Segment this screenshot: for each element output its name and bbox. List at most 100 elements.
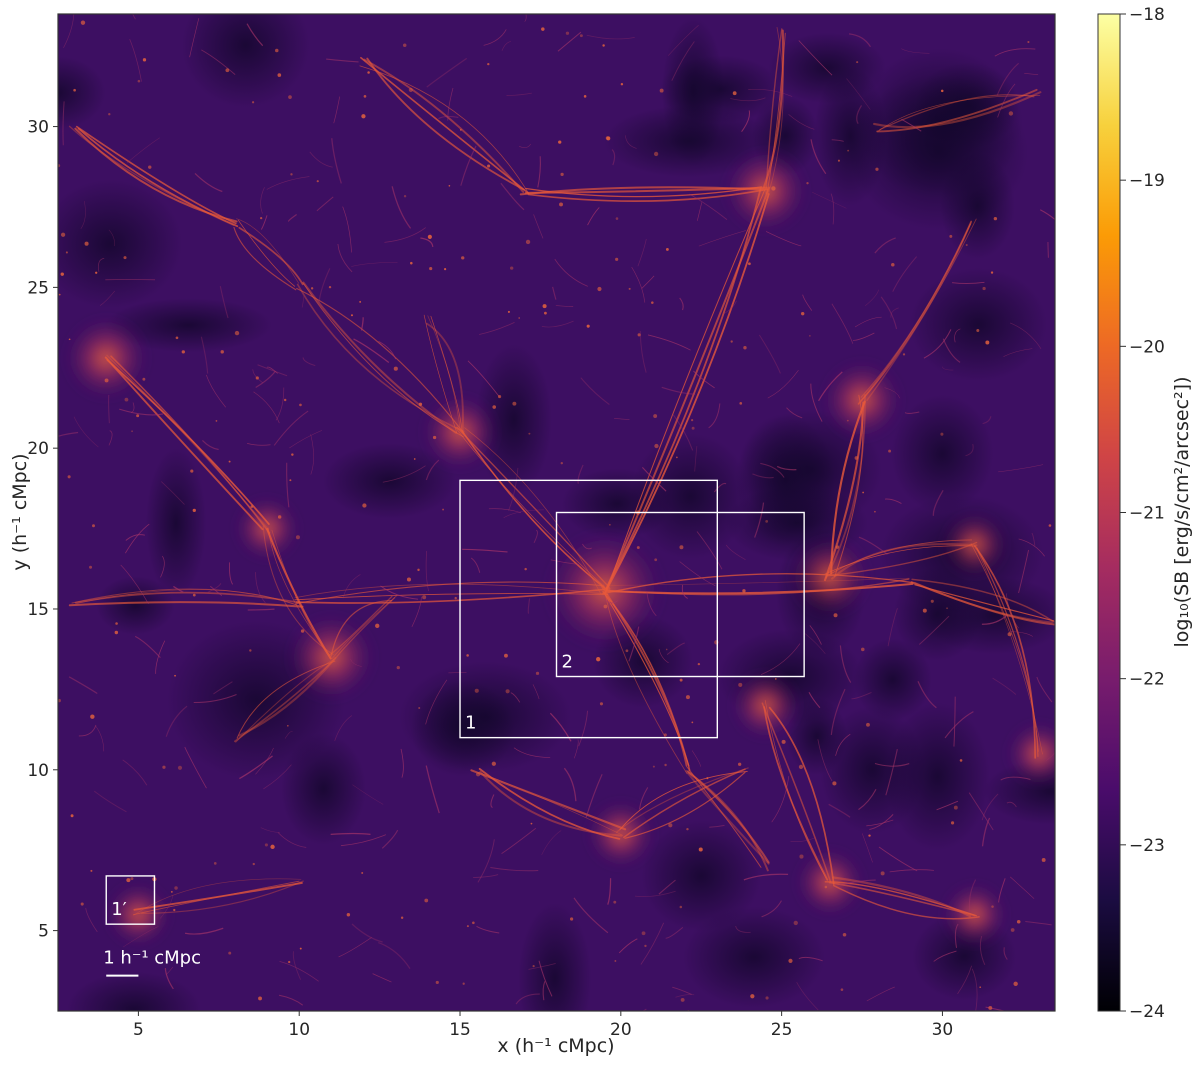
web-strand xyxy=(286,462,290,508)
web-strand xyxy=(342,574,361,599)
web-strand xyxy=(563,767,577,802)
filament xyxy=(302,281,457,434)
colorbar-tick-label: −24 xyxy=(1129,1002,1165,1022)
web-strand xyxy=(246,23,264,47)
halo-dot xyxy=(68,338,71,341)
halo-dot xyxy=(466,654,469,657)
filament xyxy=(133,882,303,911)
halo-dot xyxy=(798,764,804,770)
web-strand xyxy=(830,193,835,225)
web-strand xyxy=(352,784,384,805)
x-axis: 5 10 15 20 25 30 xyxy=(133,1011,953,1040)
filament xyxy=(761,702,832,883)
region-box-2 xyxy=(555,511,805,678)
halo-dot xyxy=(363,94,367,98)
colorbar-ticks: −24 −23 −22 −21 −20 −19 −18 xyxy=(1120,5,1165,1022)
halo-dot xyxy=(653,151,659,157)
halo-dot xyxy=(535,671,540,675)
web-strand xyxy=(679,561,716,587)
web-strand xyxy=(257,364,288,377)
halo-dot xyxy=(442,508,445,511)
fine-web xyxy=(58,14,1055,1011)
void-region xyxy=(891,394,994,514)
web-strand xyxy=(533,529,539,544)
halo-dot xyxy=(367,71,370,74)
web-strand xyxy=(641,466,667,492)
web-strand xyxy=(125,523,150,554)
halo-dot xyxy=(697,662,701,666)
web-strand xyxy=(247,608,275,611)
web-strand xyxy=(604,599,619,604)
web-strand xyxy=(470,557,481,573)
web-strand xyxy=(555,305,574,307)
web-strand xyxy=(691,750,701,767)
halo-dot xyxy=(988,1005,993,1010)
filament xyxy=(877,95,1041,132)
halo-dot xyxy=(427,234,432,239)
filament xyxy=(603,193,770,595)
halo-dot xyxy=(115,622,118,625)
web-strand xyxy=(689,193,728,220)
web-strand xyxy=(625,135,637,149)
web-strand xyxy=(810,139,827,175)
halo-glow xyxy=(942,512,1007,577)
halo-dot xyxy=(277,515,282,519)
filament xyxy=(830,400,866,575)
x-axis-label: x (h⁻¹ cMpc) xyxy=(497,1035,614,1057)
halo-dot xyxy=(174,886,178,890)
halo-dot xyxy=(454,596,457,600)
web-strand xyxy=(892,256,918,292)
web-strand xyxy=(696,531,723,570)
web-strand xyxy=(828,803,851,818)
web-strand xyxy=(790,837,816,843)
web-strand xyxy=(878,846,918,872)
halo-dot xyxy=(487,164,491,168)
halo-dot xyxy=(953,805,958,810)
web-strand xyxy=(202,440,219,451)
filament xyxy=(430,315,463,434)
region-box-3 xyxy=(105,875,156,925)
web-strand xyxy=(735,925,751,933)
filaments xyxy=(68,26,1055,920)
web-strand xyxy=(292,951,302,980)
web-strand xyxy=(810,383,823,422)
halo-dot xyxy=(60,272,64,276)
web-strand xyxy=(155,640,166,674)
filament xyxy=(624,771,746,839)
halo-dot xyxy=(299,403,302,407)
halo-dot xyxy=(466,925,469,928)
halo-dot xyxy=(664,763,667,767)
void-region xyxy=(630,433,751,560)
web-strand xyxy=(954,328,961,343)
halo-dot xyxy=(993,216,998,221)
colorbar: −24 −23 −22 −21 −20 −19 −18 log₁₀(SB [erg/s/cm… xyxy=(1097,5,1193,1022)
web-strand xyxy=(400,748,404,778)
filament xyxy=(74,591,301,604)
web-strand xyxy=(743,873,789,881)
web-strand xyxy=(808,692,821,709)
halo-dot xyxy=(299,947,302,950)
filament xyxy=(619,770,748,831)
filament xyxy=(75,125,237,225)
halo-dot xyxy=(190,469,194,473)
web-strand xyxy=(758,334,781,374)
halo-dot xyxy=(606,136,611,141)
web-strand xyxy=(252,369,263,384)
web-strand xyxy=(981,817,991,847)
web-strand xyxy=(510,692,521,703)
filament xyxy=(470,769,627,831)
web-strand xyxy=(173,585,184,593)
filament xyxy=(262,525,334,655)
web-strand xyxy=(508,467,519,511)
halo-dot xyxy=(991,905,994,908)
filament xyxy=(235,658,336,743)
halo-dot xyxy=(418,707,421,710)
halo-dot xyxy=(504,653,508,658)
web-strand xyxy=(279,960,319,982)
scale-bar-label: 1 h⁻¹ cMpc xyxy=(103,948,201,969)
web-strand xyxy=(554,258,588,287)
web-strand xyxy=(985,1006,1007,1011)
web-strand xyxy=(1000,776,1031,781)
halo-dot xyxy=(492,405,497,409)
web-strand xyxy=(577,464,584,484)
